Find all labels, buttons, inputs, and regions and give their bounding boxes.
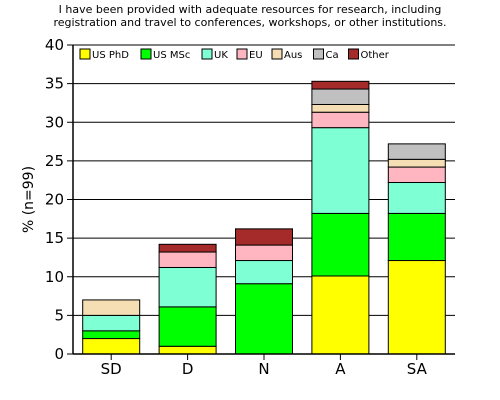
legend-label: US MSc xyxy=(153,50,190,61)
legend-label: Other xyxy=(361,50,390,61)
bar-segment xyxy=(387,143,446,160)
bar-segment xyxy=(158,306,217,347)
y-tick-label: 35 xyxy=(45,75,64,93)
axes: 0 5 10 15 20 25 30 35 40 SD D N A SA xyxy=(45,36,455,378)
y-axis-label: % (n=99) xyxy=(21,166,37,233)
y-tick-label: 25 xyxy=(45,152,64,170)
bar-segment xyxy=(311,111,370,129)
bar-segment xyxy=(387,182,446,214)
bar-segment xyxy=(82,330,141,340)
bar-segment xyxy=(158,243,217,253)
bar-segment xyxy=(235,228,293,246)
y-tick-label: 10 xyxy=(45,268,64,286)
legend-label: US PhD xyxy=(92,50,129,61)
bar-segment xyxy=(158,345,217,355)
y-tick-label: 5 xyxy=(54,306,64,324)
bar-segment xyxy=(235,244,293,262)
bar-segment xyxy=(311,80,370,90)
legend-label: Ca xyxy=(326,50,339,61)
bar-segment xyxy=(311,103,370,113)
x-tick-label: SD xyxy=(101,360,122,378)
legend-swatch xyxy=(79,48,91,60)
x-tick-label: A xyxy=(335,360,346,378)
y-tick-label: 40 xyxy=(45,36,64,54)
bar-segment xyxy=(311,127,370,214)
bar-segment xyxy=(235,260,293,285)
bar-segment xyxy=(311,212,370,277)
legend: US PhD US MSc UK EU Aus Ca Other xyxy=(79,48,390,61)
y-tick-label: 15 xyxy=(45,229,64,247)
y-tick-label: 30 xyxy=(45,113,64,131)
y-tick-label: 20 xyxy=(45,191,64,209)
legend-label: UK xyxy=(214,50,228,61)
bar-segment xyxy=(387,212,446,262)
bar-segment xyxy=(82,314,141,332)
y-tick-label: 0 xyxy=(54,345,64,363)
bar-segment xyxy=(82,299,141,316)
legend-label: Aus xyxy=(284,50,302,61)
legend-swatch xyxy=(140,48,152,60)
bar-segment xyxy=(82,338,141,355)
bars xyxy=(82,80,446,355)
chart-title-line-1: I have been provided with adequate resou… xyxy=(58,3,442,16)
bar-segment xyxy=(311,88,370,105)
legend-label: EU xyxy=(249,50,263,61)
bar-segment xyxy=(387,158,446,168)
bar-segment xyxy=(158,266,217,308)
bar-segment xyxy=(158,251,217,268)
legend-swatch xyxy=(348,48,359,60)
x-tick-label: SA xyxy=(407,360,428,378)
legend-swatch xyxy=(236,48,248,60)
bar-segment xyxy=(387,166,446,184)
x-tick-label: N xyxy=(258,360,269,378)
chart-title-line-2: registration and travel to conferences, … xyxy=(53,16,447,29)
legend-swatch xyxy=(201,48,213,60)
bar-segment xyxy=(235,283,293,355)
bar-segment xyxy=(387,260,446,355)
x-tick-label: D xyxy=(182,360,194,378)
bar-segment xyxy=(311,275,370,355)
legend-swatch xyxy=(271,48,283,60)
legend-swatch xyxy=(313,48,324,60)
